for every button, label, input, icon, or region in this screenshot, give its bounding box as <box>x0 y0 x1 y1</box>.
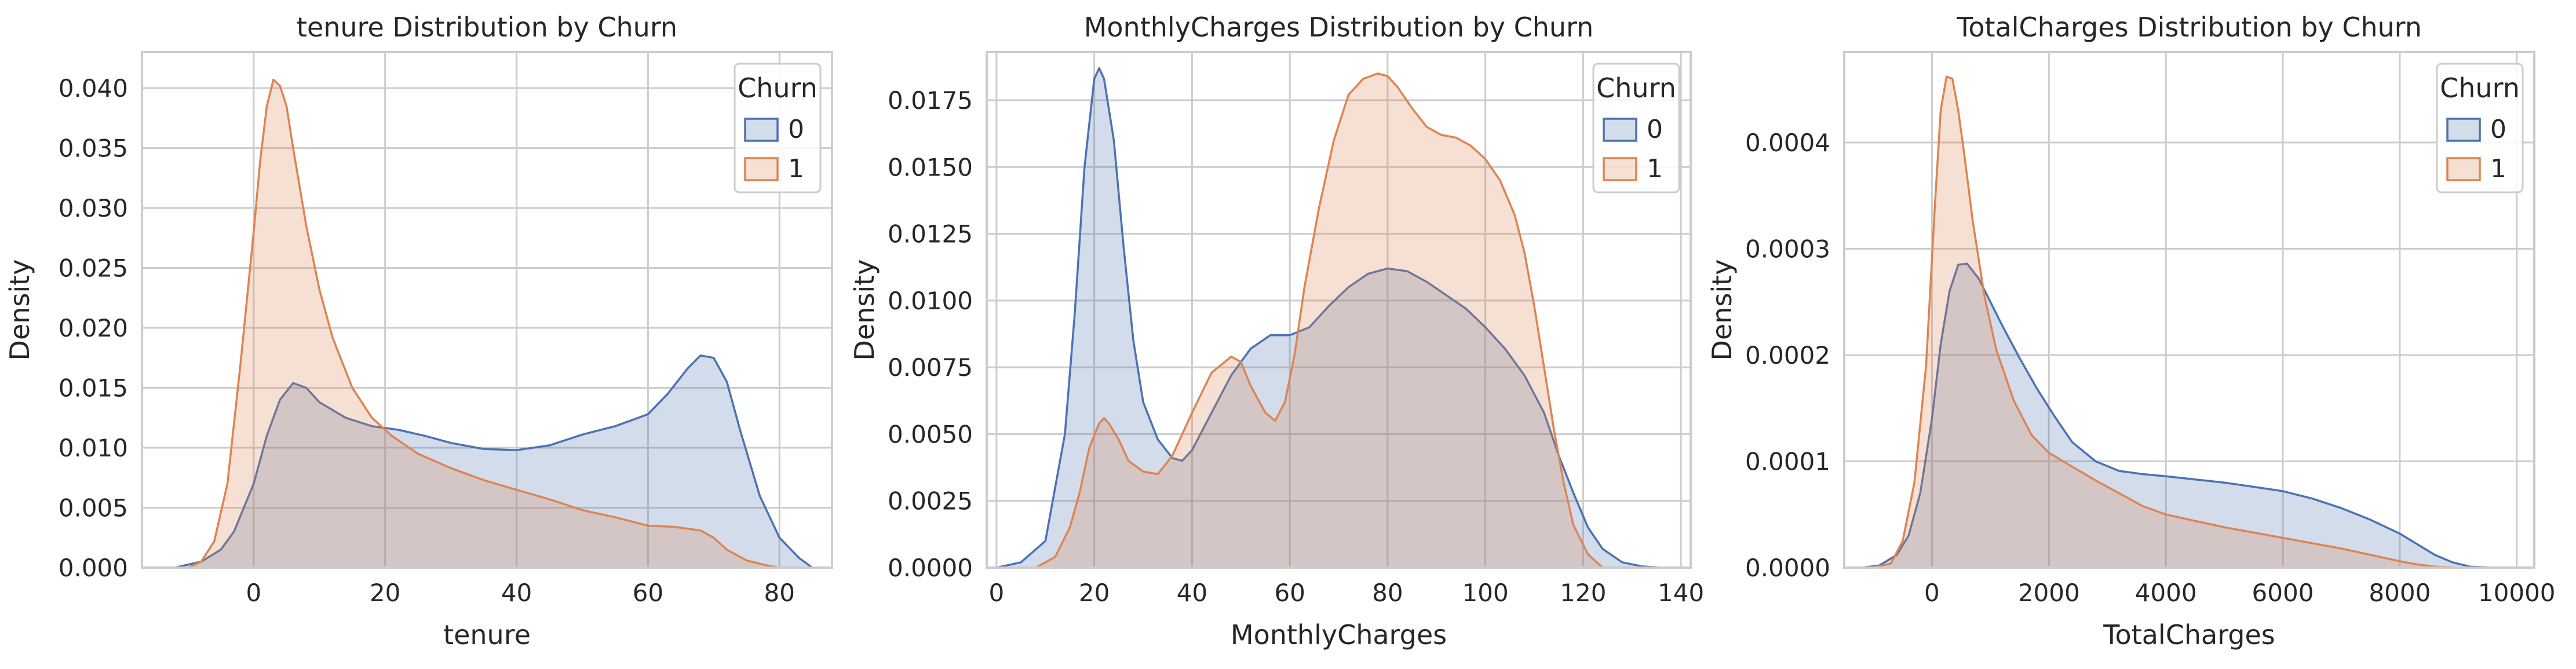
plot-frame <box>1843 51 2535 569</box>
x-tick-label: 60 <box>1274 579 1305 607</box>
y-tick-label: 0.0125 <box>888 220 973 248</box>
chart-title: TotalCharges Distribution by Churn <box>1956 12 2422 43</box>
legend: Churn 0 1 <box>734 63 822 193</box>
x-tick-label: 0 <box>1924 579 1940 607</box>
y-tick-label: 0.0100 <box>888 287 973 315</box>
legend-title: Churn <box>1596 72 1676 104</box>
legend: Churn 0 1 <box>1592 63 1680 193</box>
y-tick-label: 0.035 <box>59 134 128 163</box>
density-area-churn-0 <box>174 355 813 568</box>
x-tick-label: 80 <box>1372 579 1403 607</box>
y-tick-label: 0.0075 <box>888 353 973 382</box>
x-tick-label: 80 <box>764 579 795 607</box>
y-tick-label: 0.0025 <box>888 487 973 516</box>
x-tick-label: 40 <box>501 579 532 607</box>
legend-title: Churn <box>738 72 818 104</box>
y-tick-label: 0.030 <box>59 194 128 222</box>
legend-swatch-churn-1 <box>1603 157 1637 181</box>
density-area-churn-1 <box>1873 76 2458 568</box>
y-tick-label: 0.0000 <box>888 554 973 582</box>
y-tick-label: 0.0001 <box>1745 447 1830 476</box>
legend-label-churn-0: 0 <box>788 115 804 144</box>
density-line-churn-1 <box>1035 72 1604 569</box>
x-tick-label: 20 <box>1079 579 1110 607</box>
x-tick-label: 0 <box>246 579 261 607</box>
x-tick-label: 140 <box>1658 579 1704 607</box>
y-tick-label: 0.025 <box>59 254 128 283</box>
y-tick-label: 0.0002 <box>1745 341 1830 370</box>
x-tick-label: 0 <box>989 579 1005 607</box>
chart-panel-2: 0 2000 4000 6000 8000 10000 0.0000 0.0001 0.0002… <box>1706 12 2556 650</box>
legend-swatch-churn-1 <box>2446 157 2481 181</box>
x-axis-label: MonthlyCharges <box>1231 619 1447 650</box>
chart-title: tenure Distribution by Churn <box>297 12 677 43</box>
x-tick-label: 60 <box>633 579 663 607</box>
density-line-churn-1 <box>187 78 780 569</box>
legend-label-churn-1: 1 <box>2490 154 2506 184</box>
y-tick-label: 0.040 <box>59 74 128 103</box>
y-axis-label: Density <box>849 259 880 361</box>
chart-title: MonthlyCharges Distribution by Churn <box>1084 12 1594 43</box>
x-tick-label: 6000 <box>2252 579 2314 607</box>
y-tick-label: 0.0150 <box>888 153 973 181</box>
y-tick-label: 0.0003 <box>1745 235 1830 263</box>
legend-swatch-churn-0 <box>1603 118 1637 142</box>
plot-frame <box>986 51 1692 569</box>
density-area-churn-1 <box>1035 73 1603 568</box>
legend-swatch-churn-0 <box>2446 118 2481 142</box>
x-tick-label: 2000 <box>2018 579 2080 607</box>
legend-label-churn-1: 1 <box>1647 154 1663 184</box>
density-line-churn-0 <box>174 354 813 569</box>
y-tick-label: 0.0050 <box>888 420 973 448</box>
x-tick-label: 8000 <box>2369 579 2431 607</box>
legend: Churn 0 1 <box>2436 63 2524 193</box>
density-area-churn-1 <box>188 79 780 568</box>
chart-panel-0: 0 20 40 60 80 0.000 0.005 0.010 0.015 0.020 0.025 0… <box>4 12 833 650</box>
x-tick-label: 120 <box>1560 579 1606 607</box>
plot-frame <box>141 51 833 569</box>
y-tick-label: 0.000 <box>59 554 128 582</box>
y-tick-label: 0.005 <box>59 494 128 522</box>
y-tick-label: 0.010 <box>59 434 128 462</box>
y-tick-label: 0.0004 <box>1745 129 1830 157</box>
y-axis-label: Density <box>1706 259 1738 361</box>
x-tick-label: 40 <box>1177 579 1207 607</box>
y-tick-label: 0.020 <box>59 314 128 342</box>
legend-label-churn-0: 0 <box>2490 115 2506 144</box>
chart-panel-1: 0 20 40 60 80 100 120 140 0.0000 0.0025 0.0050 0.00… <box>849 12 1704 650</box>
density-area-churn-0 <box>996 68 1662 568</box>
y-tick-label: 0.0000 <box>1745 554 1830 582</box>
legend-swatch-churn-1 <box>744 157 779 181</box>
legend-title: Churn <box>2440 72 2520 104</box>
density-line-churn-0 <box>996 67 1662 569</box>
y-tick-label: 0.0175 <box>888 86 973 115</box>
density-area-churn-0 <box>1862 264 2494 568</box>
x-axis-label: tenure <box>443 619 531 650</box>
x-tick-label: 10000 <box>2478 579 2556 607</box>
x-axis-label: TotalCharges <box>2103 619 2275 650</box>
x-tick-label: 100 <box>1462 579 1509 607</box>
legend-label-churn-1: 1 <box>788 154 804 184</box>
x-tick-label: 20 <box>370 579 400 607</box>
density-line-churn-1 <box>1873 75 2458 569</box>
legend-label-churn-0: 0 <box>1647 115 1663 144</box>
y-tick-label: 0.015 <box>59 374 128 403</box>
density-line-churn-0 <box>1862 262 2494 569</box>
y-axis-label: Density <box>4 259 35 361</box>
legend-swatch-churn-0 <box>744 118 779 142</box>
x-tick-label: 4000 <box>2135 579 2197 607</box>
